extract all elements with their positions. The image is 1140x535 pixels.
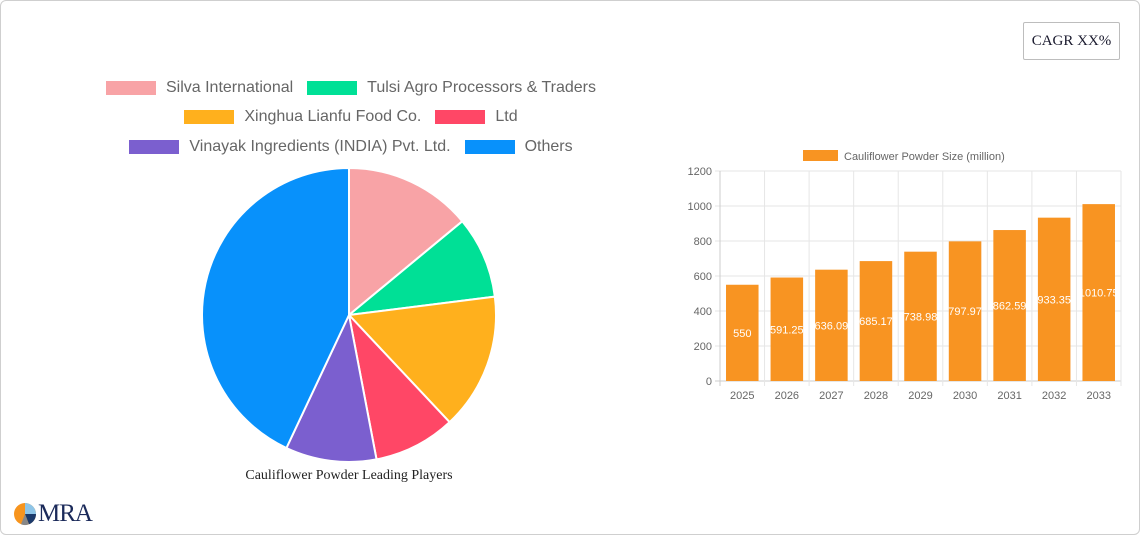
pie-slice[interactable] [346,295,497,424]
legend-item-xinghua[interactable]: Xinghua Lianfu Food Co. [184,108,421,126]
pie-slice[interactable] [348,166,464,318]
pie-slice[interactable] [201,166,350,450]
svg-text:685.17: 685.17 [859,316,893,328]
bar-chart: Cauliflower Powder Size (million) 0 200 400… [688,150,1122,402]
pie-chart [201,166,497,463]
svg-text:600: 600 [694,271,712,283]
svg-text:1200: 1200 [688,166,712,178]
legend-swatch [435,110,486,125]
legend-swatch [105,80,156,95]
legend-label: Ltd [495,108,518,126]
svg-text:1010.75: 1010.75 [1079,288,1119,300]
svg-text:2026: 2026 [775,390,799,402]
legend-label: Others [524,137,573,155]
legend-item-ltd[interactable]: Ltd [435,108,518,126]
bar-2030[interactable] [948,241,982,381]
bar-2031[interactable] [993,230,1026,381]
svg-text:0: 0 [706,376,712,388]
pie-chart-title: Cauliflower Powder Leading Players [245,468,453,483]
svg-text:400: 400 [694,306,712,318]
legend-item-silva[interactable]: Silva International [105,78,294,97]
pie-slice[interactable] [345,219,496,317]
bar-2026[interactable] [770,277,804,381]
legend-swatch [464,139,515,154]
legend-label: Xinghua Lianfu Food Co. [244,108,422,126]
legend-item-others[interactable]: Others [464,137,573,156]
svg-text:2027: 2027 [819,390,843,402]
legend-item-tulsi[interactable]: Tulsi Agro Processors & Traders [307,79,596,97]
svg-text:2028: 2028 [864,390,888,402]
legend-swatch [129,139,180,154]
legend-item-vinayak[interactable]: Vinayak Ingredients (INDIA) Pvt. Ltd. [129,137,451,156]
svg-text:2031: 2031 [997,390,1021,402]
svg-text:933.35: 933.35 [1037,294,1071,306]
legend-swatch [184,110,235,125]
logo-pie-icon [14,503,37,526]
svg-text:200: 200 [694,341,712,353]
svg-text:797.97: 797.97 [948,306,982,318]
legend-label: Silva International [165,78,294,96]
svg-text:2030: 2030 [953,390,977,402]
svg-text:Cauliflower Powder Size (milli: Cauliflower Powder Size (million) [844,151,1005,163]
pie-slice[interactable] [347,311,452,461]
bar-2029[interactable] [904,251,937,381]
legend-swatch [307,80,358,95]
bar-legend[interactable]: Cauliflower Powder Size (million) [803,150,1005,163]
logo-text: MRA [38,500,93,527]
cagr-badge: CAGR XX% [1023,22,1120,60]
bar-2025[interactable] [726,284,759,381]
svg-text:1000: 1000 [688,201,712,213]
svg-text:636.09: 636.09 [815,320,849,332]
svg-text:2032: 2032 [1042,390,1066,402]
bar-2027[interactable] [815,269,848,381]
svg-text:2025: 2025 [730,390,754,402]
svg-text:862.59: 862.59 [993,301,1027,313]
pie-slice[interactable] [285,311,378,463]
mra-logo: MRA [13,500,93,528]
svg-text:591.25: 591.25 [770,324,804,336]
svg-text:2029: 2029 [908,390,932,402]
pie-legend: Silva International Tulsi Agro Processor… [61,73,641,162]
legend-label: Tulsi Agro Processors & Traders [367,78,596,96]
pie-chart-svg [201,166,497,463]
svg-text:2033: 2033 [1086,390,1110,402]
svg-text:800: 800 [694,236,712,248]
svg-text:738.98: 738.98 [904,311,938,323]
svg-text:550: 550 [733,328,751,340]
bar-2032[interactable] [1037,217,1071,381]
bar-2028[interactable] [859,261,893,381]
legend-label: Vinayak Ingredients (INDIA) Pvt. Ltd. [189,137,451,155]
bar-2033[interactable] [1082,204,1115,381]
